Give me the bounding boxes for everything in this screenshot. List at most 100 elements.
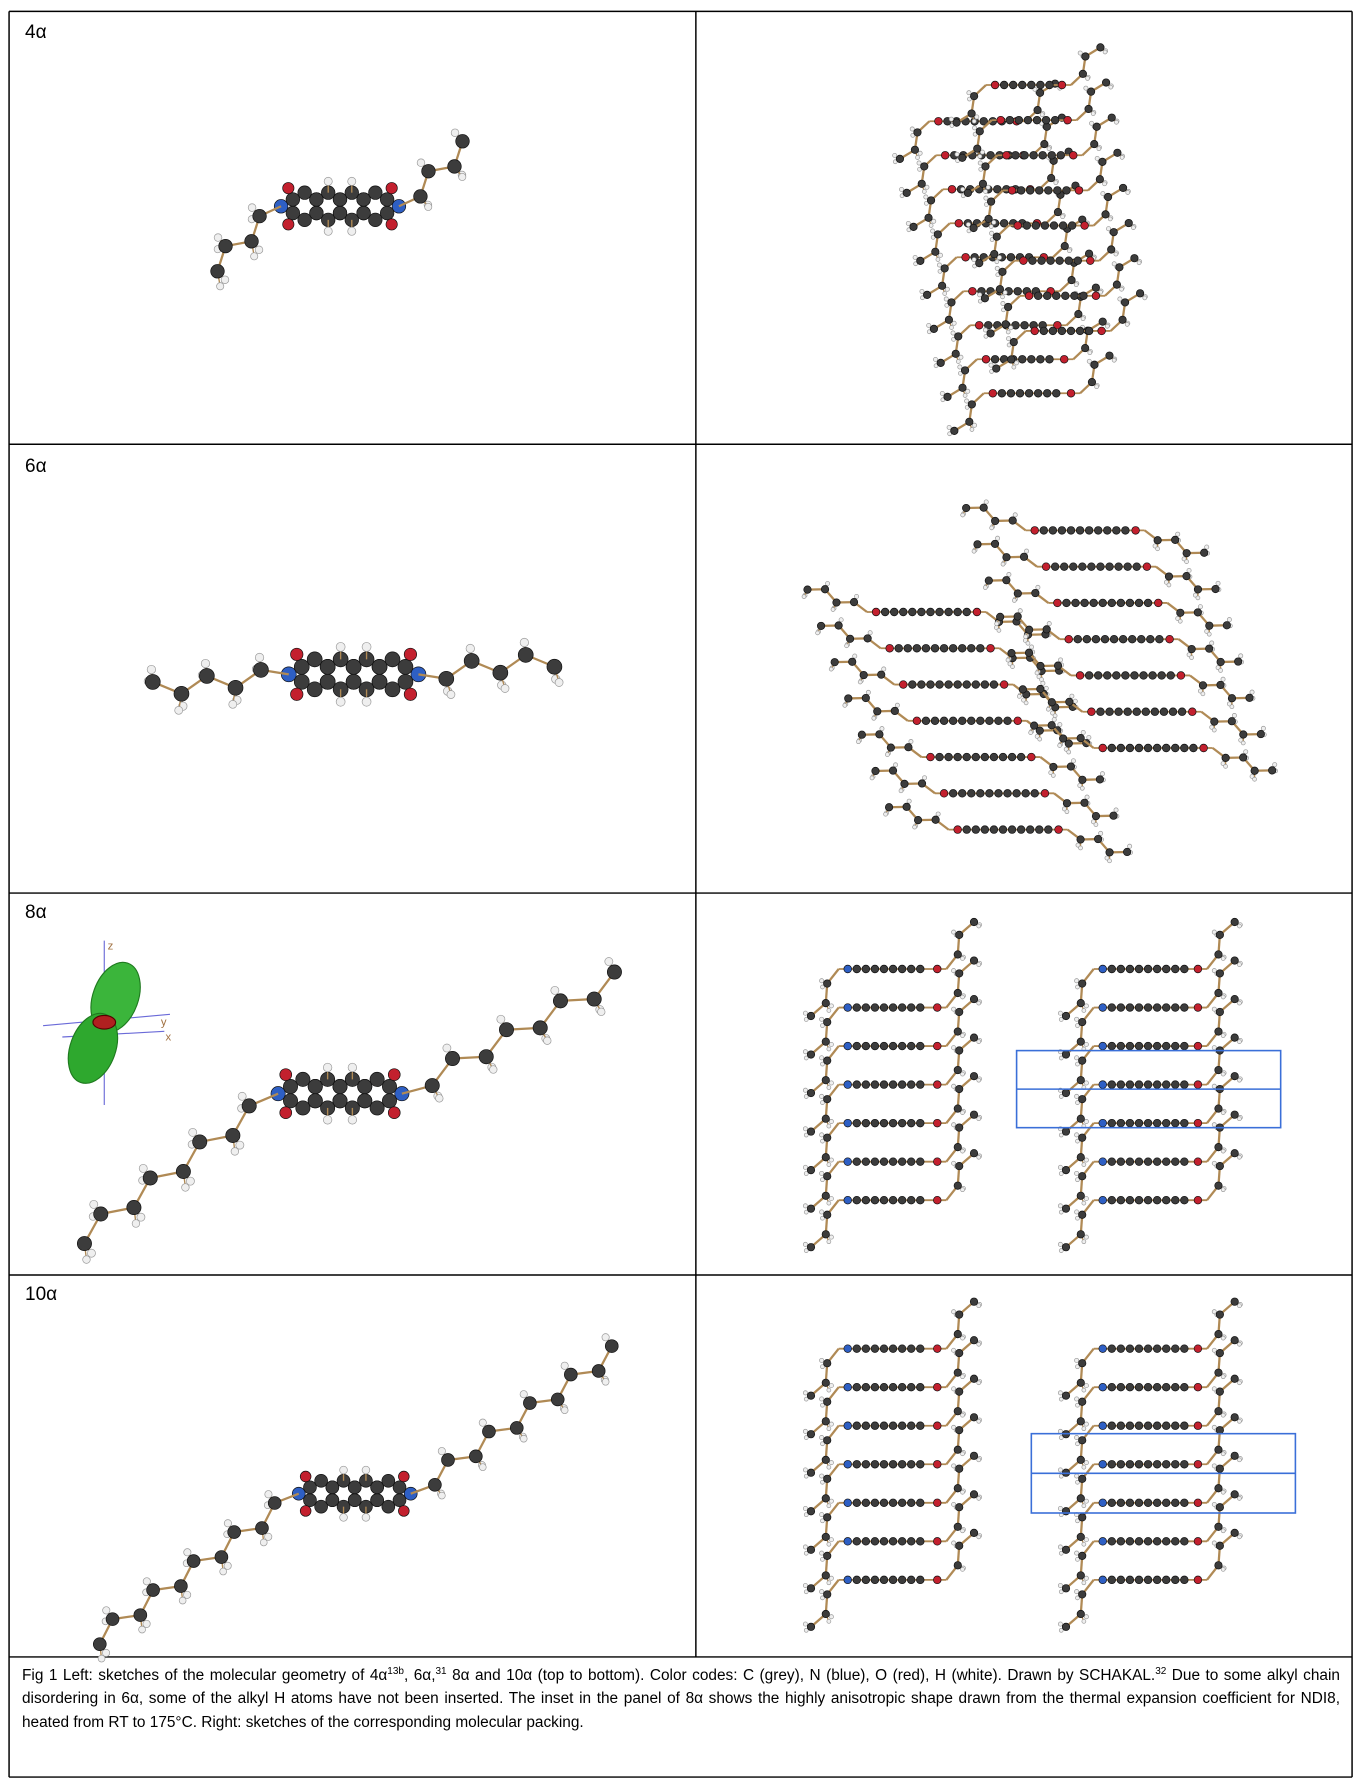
atom (925, 185, 929, 189)
atom (1180, 1042, 1188, 1050)
atom (1153, 1042, 1161, 1050)
atom (1000, 81, 1008, 89)
atom (985, 577, 992, 584)
atom (927, 197, 934, 204)
atom (1099, 158, 1106, 165)
atom (251, 253, 258, 260)
atom (1153, 1158, 1161, 1166)
atom (955, 1311, 962, 1318)
atom (1096, 776, 1103, 783)
atom (551, 1393, 564, 1406)
atom (1091, 112, 1095, 116)
atom (1180, 1499, 1188, 1507)
atom (977, 963, 981, 967)
atom (844, 965, 852, 973)
atom (1137, 635, 1145, 643)
atom (143, 1171, 157, 1185)
atom (965, 399, 969, 403)
atom (1142, 708, 1150, 716)
atom (1014, 287, 1022, 295)
atom (597, 1008, 605, 1016)
atom (1066, 698, 1073, 705)
atom (1024, 635, 1028, 639)
atom (829, 1422, 833, 1426)
atom (1003, 553, 1010, 560)
atom (972, 126, 976, 130)
atom (981, 295, 988, 302)
atom (889, 965, 897, 973)
atom (1075, 187, 1083, 195)
atom (844, 1576, 852, 1584)
atom (918, 780, 925, 787)
atom (1081, 344, 1088, 351)
atom (1154, 537, 1161, 544)
atom (1241, 741, 1245, 745)
atom (1216, 1349, 1223, 1356)
atom (1117, 744, 1125, 752)
atom (913, 717, 921, 725)
atom (1078, 1514, 1085, 1521)
atom (903, 803, 910, 810)
atom (970, 1298, 977, 1305)
atom (1231, 1414, 1238, 1421)
atom (1085, 795, 1089, 799)
atom (961, 1452, 965, 1456)
atom (1076, 672, 1084, 680)
atom (1103, 527, 1111, 535)
atom (908, 681, 916, 689)
atom (1135, 1460, 1143, 1468)
atom (882, 667, 886, 671)
atom (827, 1008, 831, 1012)
atom (889, 1196, 897, 1204)
atom (982, 355, 990, 363)
atom (829, 667, 833, 671)
atom (880, 1119, 888, 1127)
atom (1162, 1576, 1170, 1584)
atom (880, 1460, 888, 1468)
atom (907, 1499, 915, 1507)
atom (1177, 672, 1185, 680)
atom (930, 325, 937, 332)
atom (1237, 1381, 1241, 1385)
atom (827, 1542, 831, 1546)
atom (1153, 1537, 1161, 1545)
atom (822, 1231, 829, 1238)
atom (954, 951, 961, 958)
atom (1078, 1134, 1085, 1141)
atom (1084, 1042, 1088, 1046)
atom (823, 1552, 830, 1559)
atom (844, 1004, 852, 1012)
atom (1084, 1422, 1088, 1426)
atom (954, 753, 962, 761)
atom (1153, 744, 1161, 752)
atom (1117, 1119, 1125, 1127)
atom (1231, 1034, 1238, 1041)
atom (974, 145, 981, 152)
atom (827, 1619, 831, 1623)
atom (382, 1079, 396, 1093)
atom (1180, 1004, 1188, 1012)
atom (1043, 389, 1051, 397)
atom (862, 1422, 870, 1430)
atom (1018, 81, 1026, 89)
atom (916, 1004, 924, 1012)
atom (380, 206, 394, 220)
atom (914, 129, 921, 136)
atom (1054, 181, 1058, 185)
atom (987, 198, 994, 205)
atom (1061, 292, 1069, 300)
atom (853, 1383, 861, 1391)
atom (362, 1466, 370, 1474)
atom (972, 753, 980, 761)
atom (286, 206, 300, 220)
atom (1031, 327, 1039, 335)
atom (820, 1397, 824, 1401)
atom (916, 1119, 924, 1127)
atom (398, 1471, 409, 1482)
atom (1074, 283, 1078, 287)
atom (1180, 1383, 1188, 1391)
atom (1024, 701, 1028, 705)
atom (1057, 151, 1065, 159)
atom (936, 608, 944, 616)
atom (977, 1040, 981, 1044)
